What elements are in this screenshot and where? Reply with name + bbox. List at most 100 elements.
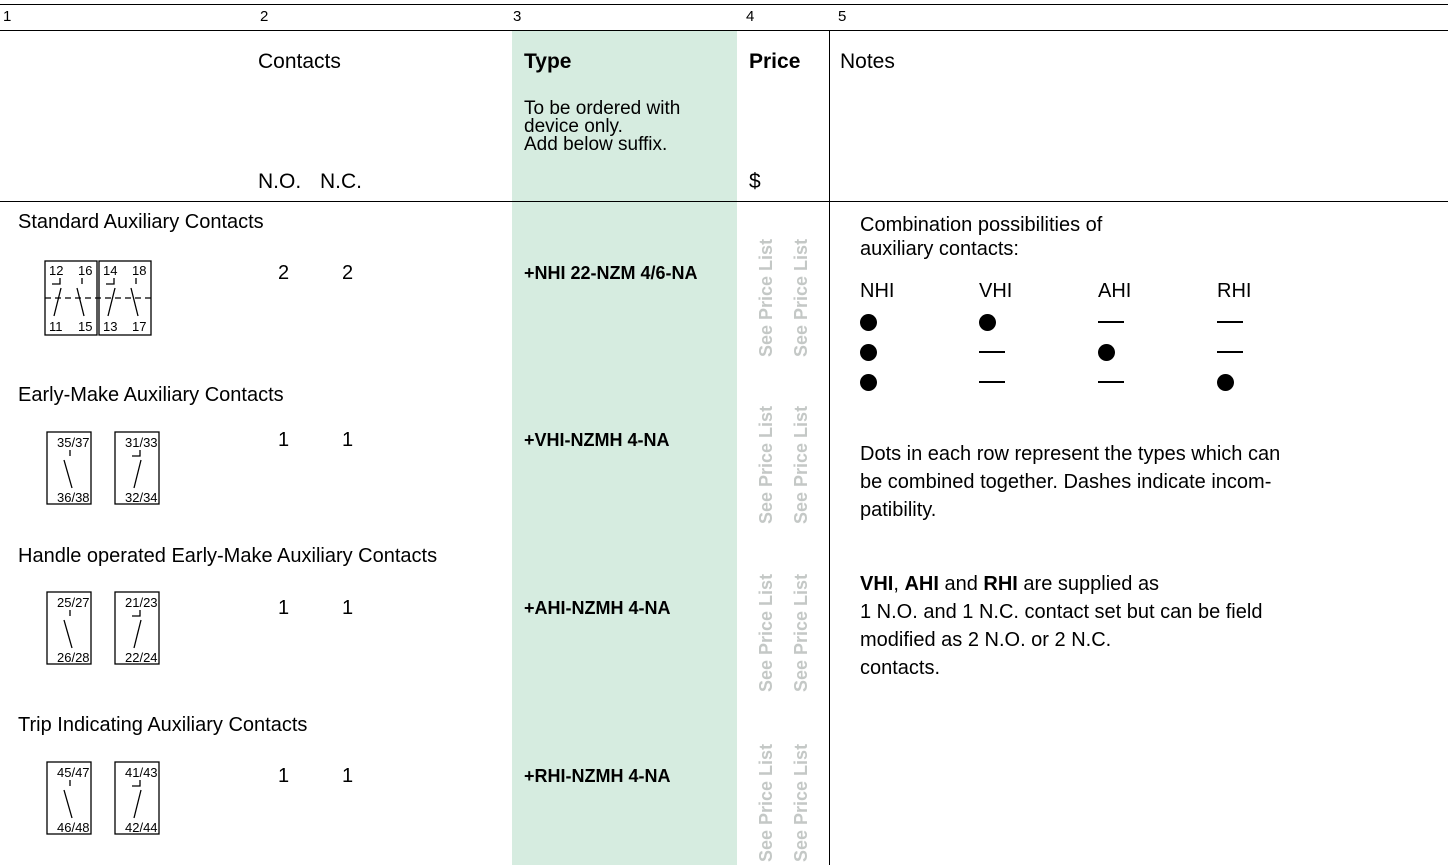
price-placeholder-early-make-a: See Price List	[756, 405, 776, 524]
no-count-early-make: 1	[278, 429, 290, 451]
category-handle-operated: Handle operated Early-Make Auxiliary Con…	[18, 545, 438, 567]
type-code-standard: +NHI 22-NZM 4/6-NA	[524, 263, 698, 283]
combination-intro-line-2: auxiliary contacts:	[860, 238, 1019, 260]
type-code-handle-operated: +AHI-NZMH 4-NA	[524, 598, 671, 618]
supplied-separator: ,	[893, 573, 905, 595]
terminal-21-23: 21/23	[125, 595, 158, 610]
supplied-and: and	[938, 573, 984, 595]
terminal-42-44: 42/44	[125, 820, 158, 835]
header-rule	[0, 201, 1448, 202]
combination-matrix	[860, 312, 1260, 402]
column-number-2: 2	[260, 8, 269, 25]
dash-icon	[1217, 321, 1243, 323]
combo-header-rhi: RHI	[1217, 280, 1252, 302]
type-header: Type	[524, 50, 572, 73]
dot-icon	[860, 343, 877, 361]
supplied-note-line-3: modified as 2 N.O. or 2 N.C.	[860, 629, 1112, 651]
nc-count-early-make: 1	[342, 429, 354, 451]
no-count-trip-indicating: 1	[278, 765, 290, 787]
combo-dash-row3-ahi	[1098, 372, 1124, 392]
type-code-early-make: +VHI-NZMH 4-NA	[524, 430, 670, 450]
combo-dot-row2-nhi	[860, 342, 877, 362]
supplied-note-line-2: 1 N.O. and 1 N.C. contact set but can be…	[860, 601, 1263, 623]
terminal-36-38: 36/38	[57, 490, 90, 505]
combo-header-ahi: AHI	[1098, 280, 1132, 302]
column-number-5: 5	[838, 8, 847, 25]
price-placeholder-early-make-b: See Price List	[791, 405, 811, 524]
terminal-17: 17	[132, 319, 146, 334]
price-placeholder-handle-operated-b: See Price List	[791, 573, 811, 692]
terminal-18: 18	[132, 263, 146, 278]
combination-intro: Combination possibilities of auxiliary c…	[860, 211, 1102, 263]
price-placeholder-trip-indicating-a: See Price List	[756, 743, 776, 862]
supplied-ahi: AHI	[904, 573, 939, 595]
dash-icon	[1217, 351, 1243, 353]
type-ordering-note-line-2: device only.	[524, 116, 623, 137]
dot-icon	[1098, 343, 1115, 361]
contact-symbol-trip-indicating: 45/47 46/48 41/43 42/44	[46, 761, 160, 835]
dots-explanation: Dots in each row represent the types whi…	[860, 440, 1280, 524]
dash-icon	[979, 351, 1005, 353]
dot-icon	[860, 373, 877, 391]
dash-icon	[1098, 381, 1124, 383]
supplied-note-line-4: contacts.	[860, 657, 941, 679]
dash-icon	[1098, 321, 1124, 323]
price-currency: $	[749, 170, 761, 193]
combination-intro-line-1: Combination possibilities of	[860, 214, 1103, 236]
top-rule	[0, 4, 1448, 5]
price-placeholder-trip-indicating-b: See Price List	[791, 743, 811, 862]
combo-dash-row3-vhi	[979, 372, 1005, 392]
contact-symbol-early-make: 35/37 36/38 31/33 32/34	[46, 431, 160, 505]
supplied-rhi: RHI	[983, 573, 1018, 595]
price-placeholder-handle-operated-a: See Price List	[756, 573, 776, 692]
supplied-note: VHI, AHI and RHI are supplied as 1 N.O. …	[860, 570, 1262, 682]
terminal-25-27: 25/27	[57, 595, 90, 610]
price-placeholder-standard-a: See Price List	[756, 238, 776, 357]
column-number-1: 1	[3, 8, 12, 25]
type-ordering-note: To be ordered with device only. Add belo…	[524, 98, 681, 154]
supplied-vhi: VHI	[860, 573, 894, 595]
dot-icon	[979, 313, 996, 331]
terminal-45-47: 45/47	[57, 765, 90, 780]
contact-symbol-handle-operated: 25/27 26/28 21/23 22/24	[46, 591, 160, 665]
nc-count-trip-indicating: 1	[342, 765, 354, 787]
terminal-41-43: 41/43	[125, 765, 158, 780]
column-number-4: 4	[746, 8, 755, 25]
nc-subheader: N.C.	[320, 170, 362, 193]
notes-header: Notes	[840, 50, 895, 73]
terminal-14: 14	[103, 263, 117, 278]
dots-explanation-line-3: patibility.	[860, 499, 937, 521]
category-early-make: Early-Make Auxiliary Contacts	[18, 384, 284, 406]
terminal-26-28: 26/28	[57, 650, 90, 665]
contacts-header: Contacts	[258, 50, 341, 73]
combo-dot-row3-nhi	[860, 372, 877, 392]
combo-dash-row2-rhi	[1217, 342, 1243, 362]
nc-count-standard: 2	[342, 262, 354, 284]
type-column-highlight	[512, 30, 737, 865]
combo-dash-row1-rhi	[1217, 312, 1243, 332]
notes-divider	[829, 30, 830, 865]
type-ordering-note-line-1: To be ordered with	[524, 98, 681, 119]
combo-dot-row3-rhi	[1217, 372, 1234, 392]
terminal-46-48: 46/48	[57, 820, 90, 835]
number-rule	[0, 30, 1448, 31]
terminal-16: 16	[78, 263, 92, 278]
no-count-handle-operated: 1	[278, 597, 290, 619]
nc-count-handle-operated: 1	[342, 597, 354, 619]
no-subheader: N.O.	[258, 170, 302, 193]
price-header: Price	[749, 50, 801, 73]
type-code-trip-indicating: +RHI-NZMH 4-NA	[524, 766, 671, 786]
no-count-standard: 2	[278, 262, 290, 284]
combo-dash-row2-vhi	[979, 342, 1005, 362]
terminal-31-33: 31/33	[125, 435, 158, 450]
combo-header-vhi: VHI	[979, 280, 1013, 302]
dash-icon	[979, 381, 1005, 383]
dot-icon	[860, 313, 877, 331]
terminal-13: 13	[103, 319, 117, 334]
category-trip-indicating: Trip Indicating Auxiliary Contacts	[18, 714, 308, 736]
category-standard: Standard Auxiliary Contacts	[18, 211, 264, 233]
combo-dash-row1-ahi	[1098, 312, 1124, 332]
terminal-22-24: 22/24	[125, 650, 158, 665]
combo-dot-row1-nhi	[860, 312, 877, 332]
terminal-35-37: 35/37	[57, 435, 90, 450]
